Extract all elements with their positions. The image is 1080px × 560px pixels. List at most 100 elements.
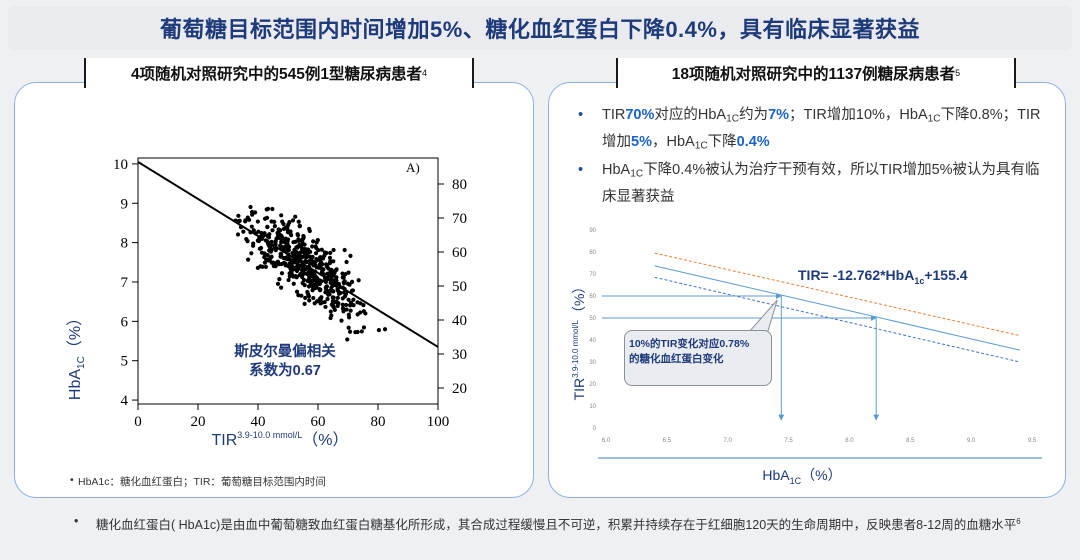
right-heading-ref: 5 xyxy=(955,68,961,78)
data-point xyxy=(278,285,284,290)
data-point xyxy=(335,303,340,309)
data-point xyxy=(324,264,329,269)
data-point xyxy=(340,275,345,280)
data-point xyxy=(313,251,319,256)
data-point xyxy=(249,251,254,256)
data-point xyxy=(297,223,302,228)
right-heading-text: 18项随机对照研究中的1137例糖尿病患者 xyxy=(671,66,956,83)
data-point xyxy=(294,289,300,294)
data-point xyxy=(243,218,248,223)
data-point xyxy=(331,247,336,253)
data-point xyxy=(344,307,349,312)
data-point xyxy=(356,278,361,283)
x-tick-label: 8.5 xyxy=(906,438,915,444)
data-point xyxy=(258,245,264,251)
data-point xyxy=(275,259,280,264)
data-point xyxy=(343,302,349,308)
data-point xyxy=(276,231,281,236)
data-point xyxy=(296,237,301,242)
callout-line-2: 的糖化血红蛋白变化 xyxy=(629,353,724,365)
data-point xyxy=(299,274,305,280)
data-point xyxy=(296,219,301,224)
data-point xyxy=(318,260,324,265)
data-point xyxy=(291,266,296,271)
data-point xyxy=(302,283,307,288)
data-point xyxy=(342,279,347,284)
data-point xyxy=(346,297,351,302)
data-point xyxy=(348,253,353,258)
data-point xyxy=(309,260,314,266)
data-point xyxy=(272,219,277,224)
data-point xyxy=(309,255,314,261)
y-tick-label: 20 xyxy=(589,382,596,388)
data-point xyxy=(253,210,258,215)
data-point xyxy=(328,250,333,255)
data-point xyxy=(345,281,351,286)
x-tick-label: 8.0 xyxy=(845,438,854,444)
data-point xyxy=(325,288,330,294)
data-point xyxy=(331,289,336,294)
line-x-axis-label: HbA1C（%） xyxy=(762,467,841,486)
left-heading-ref: 4 xyxy=(422,68,428,78)
data-point xyxy=(315,237,320,243)
data-point xyxy=(273,248,278,253)
x-tick-label: 7.0 xyxy=(724,438,733,444)
data-point xyxy=(296,293,301,298)
data-point xyxy=(310,244,315,249)
data-point xyxy=(361,302,366,308)
data-point xyxy=(301,233,306,239)
data-point xyxy=(270,206,275,212)
data-point xyxy=(262,251,267,256)
data-point xyxy=(273,264,278,269)
data-point xyxy=(313,262,318,268)
x-tick-label: 20 xyxy=(191,414,206,430)
data-point xyxy=(255,265,260,270)
data-point xyxy=(245,238,250,244)
data-point xyxy=(331,259,336,264)
data-point xyxy=(264,215,270,220)
data-point xyxy=(235,232,241,237)
data-point xyxy=(236,213,241,218)
data-point xyxy=(328,315,333,321)
data-point xyxy=(245,215,250,220)
data-point xyxy=(328,259,333,264)
y2-tick-label: 80 xyxy=(452,177,467,193)
data-point xyxy=(334,267,339,272)
data-point xyxy=(334,278,339,283)
bullet-clinical-benefit: HbA1C下降0.4%被认为治疗干预有效，所以TIR增加5%被认为具有临床显著获… xyxy=(572,159,1052,208)
data-point xyxy=(358,301,363,306)
correlation-line-2: 系数为0.67 xyxy=(249,363,321,379)
data-point xyxy=(311,295,316,301)
data-point xyxy=(311,239,316,244)
data-point xyxy=(290,218,296,223)
x-tick-label: 0 xyxy=(134,414,142,430)
data-point xyxy=(279,271,285,276)
data-point xyxy=(348,308,353,313)
line-chart-container: 0 10 20 30 40 50 60 70 80 90 6.0 6.5 7.0 7.5 8.0 8.5 9.0… xyxy=(562,222,1052,490)
title-bar: 葡萄糖目标范围内时间增加5%、糖化血红蛋白下降0.4%，具有临床显著获益 xyxy=(8,6,1072,50)
data-point xyxy=(306,247,311,252)
data-point xyxy=(328,309,333,314)
data-point xyxy=(304,254,309,259)
bullet-tir-relationship: TIR70%对应的HbA1C约为7%；TIR增加10%，HbA1C下降0.8%；… xyxy=(572,104,1052,157)
data-point xyxy=(282,261,287,266)
data-point xyxy=(334,275,339,280)
data-point xyxy=(331,295,336,300)
data-point xyxy=(322,299,327,305)
data-point xyxy=(248,204,253,210)
y-tick-label: 10 xyxy=(589,404,596,410)
line-y-axis-label: TIR3.9-10.0 mmol/L（%） xyxy=(571,280,587,401)
data-point xyxy=(346,315,352,320)
correlation-annotation: 斯皮尔曼偏相关 系数为0.67 xyxy=(210,343,360,381)
data-point xyxy=(339,318,344,323)
data-point xyxy=(300,269,306,274)
scatter-chart: 0 20 40 60 80 100 4 5 6 7 8 9 10 20 30 40 50 60 70 80 A) HbA… xyxy=(66,157,467,449)
y-tick-label: 10 xyxy=(113,157,128,173)
scatter-chart-container: 0 20 40 60 80 100 4 5 6 7 8 9 10 20 30 40 50 60 70 80 A) HbA… xyxy=(60,140,500,460)
data-point xyxy=(321,267,326,272)
data-point xyxy=(269,260,274,265)
data-point xyxy=(268,246,273,251)
data-point xyxy=(325,296,330,302)
data-point xyxy=(265,224,270,230)
data-point xyxy=(264,207,269,212)
